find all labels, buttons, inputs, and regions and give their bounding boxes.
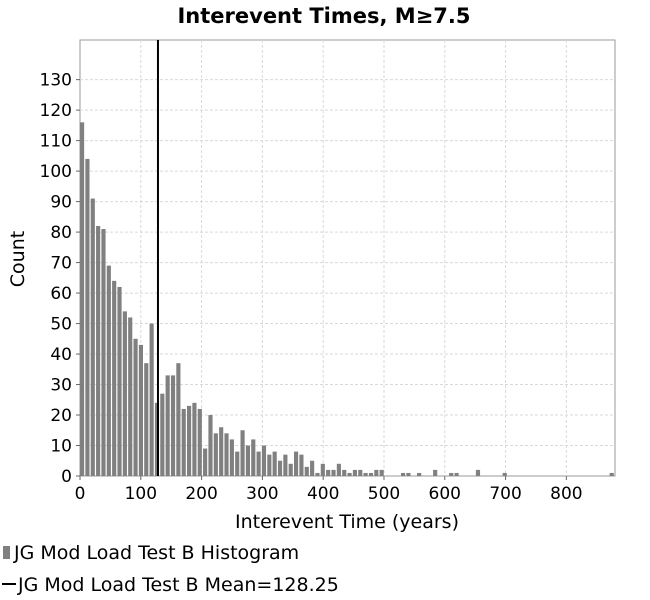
histogram-bar xyxy=(294,451,299,476)
x-tick-label: 200 xyxy=(185,484,217,504)
histogram-bar xyxy=(229,439,234,476)
y-tick-label: 70 xyxy=(50,254,72,274)
x-tick-label: 600 xyxy=(429,484,461,504)
histogram-bar xyxy=(203,448,208,476)
histogram-bar xyxy=(101,229,106,476)
histogram-bar xyxy=(122,311,127,476)
histogram-bar xyxy=(267,454,272,476)
histogram-bar xyxy=(475,469,481,476)
histogram-bar xyxy=(417,472,422,476)
histogram-bar xyxy=(144,363,149,476)
legend-mean-label: JG Mod Load Test B Mean=128.25 xyxy=(17,574,339,596)
y-tick-label: 0 xyxy=(61,467,72,487)
histogram-bar xyxy=(454,472,459,476)
histogram-bar xyxy=(261,445,267,476)
x-tick-label: 0 xyxy=(75,484,86,504)
histogram-bar xyxy=(197,408,202,476)
y-tick-label: 50 xyxy=(50,315,72,335)
histogram-bar xyxy=(117,286,122,476)
histogram-bar xyxy=(358,469,363,476)
y-tick-label: 40 xyxy=(50,345,72,365)
histogram-bar xyxy=(187,405,192,476)
histogram-bar xyxy=(433,469,438,476)
histogram-bar xyxy=(235,451,240,476)
histogram-bar xyxy=(406,472,411,476)
histogram-bar xyxy=(368,472,374,476)
histogram-bar xyxy=(331,469,336,476)
histogram-bar xyxy=(85,158,90,476)
legend: JG Mod Load Test B Histogram JG Mod Load… xyxy=(2,542,339,596)
histogram-bar xyxy=(149,323,154,476)
histogram-bar xyxy=(80,122,85,476)
y-tick-label: 120 xyxy=(40,101,72,121)
histogram-bar xyxy=(609,472,614,476)
histogram-bar xyxy=(326,469,331,476)
histogram-bar xyxy=(176,363,181,476)
y-tick-label: 90 xyxy=(50,193,72,213)
histogram-bar xyxy=(208,415,213,476)
histogram-bar xyxy=(347,472,352,476)
histogram-bar xyxy=(240,430,245,476)
histogram-bar xyxy=(165,375,170,476)
histogram-bar xyxy=(299,454,304,476)
histogram-bar xyxy=(138,344,143,476)
y-tick-label: 30 xyxy=(50,376,72,396)
legend-histogram-label: JG Mod Load Test B Histogram xyxy=(13,542,299,564)
y-tick-label: 110 xyxy=(40,132,72,152)
histogram-bar xyxy=(192,402,197,476)
histogram-bar xyxy=(106,265,111,476)
histogram-bar xyxy=(502,472,507,476)
legend-histogram-swatch xyxy=(3,546,10,559)
histogram-bar xyxy=(401,472,406,476)
histogram-bar xyxy=(256,451,261,476)
histogram-bar xyxy=(219,427,224,476)
x-axis-label: Interevent Time (years) xyxy=(235,511,459,533)
x-tick-label: 400 xyxy=(307,484,339,504)
y-tick-label: 100 xyxy=(40,162,72,182)
histogram-bar xyxy=(160,393,165,476)
histogram-bar xyxy=(90,198,95,476)
y-tick-label: 60 xyxy=(50,284,72,304)
histogram-bar xyxy=(272,451,277,476)
histogram-bar xyxy=(170,375,176,476)
histogram-bar xyxy=(336,463,341,476)
histogram-bar xyxy=(449,472,454,476)
chart-title: Interevent Times, M≥7.5 xyxy=(177,4,470,28)
histogram-bar xyxy=(352,469,357,476)
histogram-bar xyxy=(133,338,138,476)
y-tick-label: 80 xyxy=(50,223,72,243)
x-tick-label: 700 xyxy=(489,484,521,504)
histogram-bar xyxy=(304,466,309,476)
histogram-bar xyxy=(315,472,320,476)
histogram-bar xyxy=(112,280,117,476)
histogram-bar xyxy=(213,433,218,476)
gridlines xyxy=(80,40,615,476)
histogram-bar xyxy=(283,454,288,476)
y-axis-label: Count xyxy=(7,231,29,287)
histogram-bar xyxy=(245,445,250,476)
histogram-bar xyxy=(288,463,293,476)
histogram-bar xyxy=(96,225,101,476)
x-axis-ticks: 0 100 200 300 400 500 600 700 800 xyxy=(75,476,583,504)
histogram-bar xyxy=(277,460,283,476)
histogram-bar xyxy=(251,439,256,476)
x-tick-label: 300 xyxy=(246,484,278,504)
x-tick-label: 100 xyxy=(125,484,157,504)
histogram-bar xyxy=(128,317,133,476)
y-axis-ticks: 0 10 20 30 40 50 60 70 80 90 100 110 120 130 xyxy=(40,71,80,487)
histogram-bar xyxy=(224,433,229,476)
histogram-bar xyxy=(320,463,325,476)
histogram-bar xyxy=(310,460,315,476)
y-tick-label: 130 xyxy=(40,71,72,91)
histogram-bar xyxy=(342,469,347,476)
histogram-bar xyxy=(379,469,384,476)
y-tick-label: 20 xyxy=(50,406,72,426)
y-tick-label: 10 xyxy=(50,437,72,457)
histogram-bar xyxy=(363,472,368,476)
x-tick-label: 500 xyxy=(368,484,400,504)
x-tick-label: 800 xyxy=(550,484,582,504)
histogram-bar xyxy=(181,408,186,476)
histogram-bar xyxy=(374,469,379,476)
